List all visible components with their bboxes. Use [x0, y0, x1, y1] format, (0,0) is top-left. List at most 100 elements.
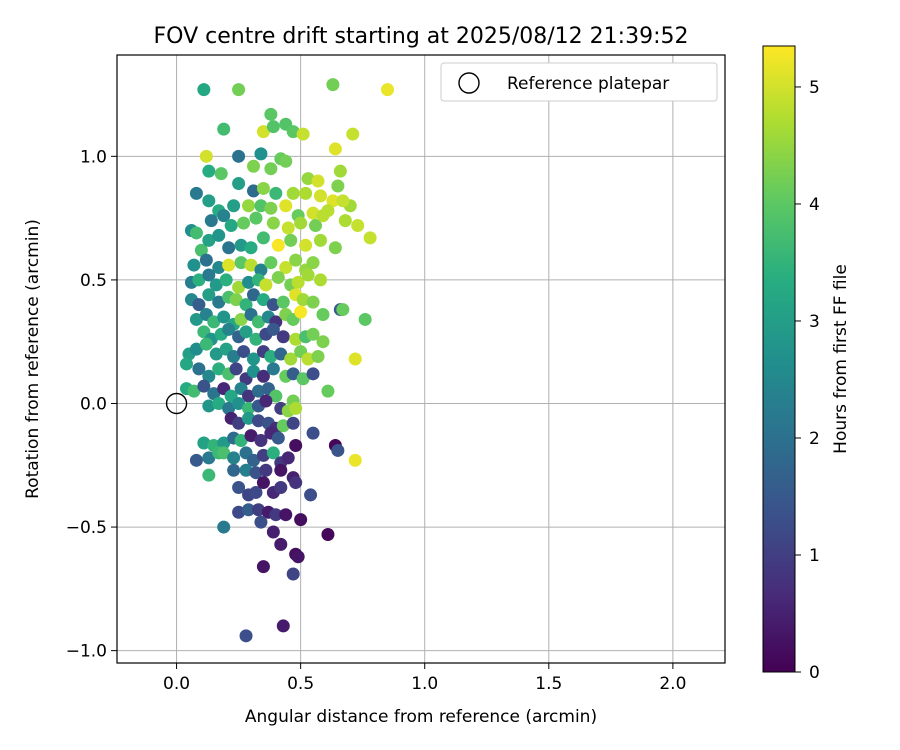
data-point: [202, 164, 216, 178]
data-point: [239, 298, 253, 312]
data-point: [232, 481, 246, 495]
data-point: [189, 342, 203, 356]
data-point: [229, 293, 243, 307]
data-point: [246, 364, 260, 378]
data-point: [348, 352, 362, 366]
data-point: [291, 550, 305, 564]
data-point: [234, 238, 248, 252]
data-point: [306, 295, 320, 309]
data-point: [239, 629, 253, 643]
data-point: [242, 401, 256, 415]
data-point: [259, 278, 273, 292]
data-point: [279, 508, 293, 522]
data-point: [217, 122, 231, 136]
data-point: [328, 142, 342, 156]
data-point: [256, 125, 270, 139]
data-point: [299, 238, 313, 252]
data-point: [331, 179, 345, 193]
data-point: [259, 394, 273, 408]
data-point: [242, 503, 256, 517]
chart-title: FOV centre drift starting at 2025/08/12 …: [154, 24, 689, 49]
data-point: [266, 525, 280, 539]
y-tick-label: 0.5: [80, 271, 107, 291]
data-point: [271, 431, 285, 445]
data-point: [281, 451, 295, 465]
data-point: [294, 305, 308, 319]
x-tick-label: 2.0: [659, 674, 686, 694]
data-point: [313, 233, 327, 247]
x-axis-label: Angular distance from reference (arcmin): [245, 707, 597, 727]
data-point: [348, 453, 362, 467]
x-axis-ticks: 0.0 0.5 1.0 1.5 2.0: [163, 663, 686, 694]
data-point: [284, 352, 298, 366]
data-point: [266, 446, 280, 460]
data-point: [222, 401, 236, 415]
data-point: [299, 186, 313, 200]
data-point: [294, 216, 308, 230]
data-point: [246, 159, 260, 173]
data-point: [316, 209, 330, 223]
data-point: [232, 280, 246, 294]
y-tick-label: 0.0: [80, 394, 107, 414]
data-point: [289, 332, 303, 346]
data-point: [251, 503, 265, 517]
data-point: [254, 199, 268, 213]
data-point: [217, 520, 231, 534]
data-point: [234, 434, 248, 448]
data-point: [256, 476, 270, 490]
data-point: [266, 322, 280, 336]
data-point: [256, 181, 270, 195]
data-point: [304, 488, 318, 502]
data-point: [192, 298, 206, 312]
data-point: [209, 278, 223, 292]
data-point: [311, 174, 325, 188]
data-point: [246, 288, 260, 302]
data-point: [246, 453, 260, 467]
data-point: [207, 387, 221, 401]
data-point: [254, 147, 268, 161]
data-point: [227, 199, 241, 213]
colorbar-tick-label: 5: [809, 78, 820, 98]
data-point: [189, 312, 203, 326]
data-point: [326, 194, 340, 208]
reference-marker: [165, 392, 188, 415]
data-point: [269, 508, 283, 522]
data-point: [274, 481, 288, 495]
data-point: [202, 268, 216, 282]
data-point: [251, 414, 265, 428]
data-point: [214, 167, 228, 181]
data-point: [202, 369, 216, 383]
data-point: [256, 560, 270, 574]
data-point: [279, 261, 293, 275]
data-point: [192, 362, 206, 376]
data-point: [301, 352, 315, 366]
colorbar-label: Hours from first FF file: [831, 264, 851, 454]
data-point: [264, 162, 278, 176]
data-point: [274, 537, 288, 551]
x-tick-label: 1.5: [535, 674, 562, 694]
reference-point: [165, 392, 188, 415]
data-point: [306, 206, 320, 220]
data-point: [264, 201, 278, 215]
colorbar-ticks: 0 1 2 3 4 5: [795, 78, 820, 683]
data-point: [189, 226, 203, 240]
data-point: [249, 485, 263, 499]
data-point: [222, 322, 236, 336]
data-point: [232, 83, 246, 97]
colorbar-tick-label: 2: [809, 429, 820, 449]
x-tick-label: 1.0: [411, 674, 438, 694]
data-point: [244, 241, 258, 255]
data-point: [296, 293, 310, 307]
data-point: [212, 396, 226, 410]
data-point: [296, 127, 310, 141]
data-point: [227, 463, 241, 477]
data-point: [276, 619, 290, 633]
data-point: [251, 384, 265, 398]
data-point: [189, 453, 203, 467]
data-point: [202, 288, 216, 302]
data-point: [179, 357, 193, 371]
data-point: [286, 567, 300, 581]
data-point: [291, 275, 305, 289]
data-point: [259, 463, 273, 477]
